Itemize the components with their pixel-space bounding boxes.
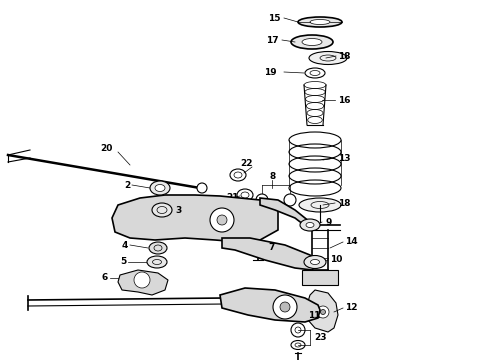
- Text: 14: 14: [345, 238, 358, 247]
- Circle shape: [291, 323, 305, 337]
- Text: 5: 5: [120, 257, 126, 266]
- Ellipse shape: [147, 256, 167, 268]
- Text: 12: 12: [345, 303, 358, 312]
- Text: 10: 10: [330, 256, 343, 265]
- Polygon shape: [220, 288, 320, 322]
- Circle shape: [197, 183, 207, 193]
- Circle shape: [284, 194, 296, 206]
- Text: 1: 1: [215, 224, 221, 233]
- Ellipse shape: [230, 169, 246, 181]
- Circle shape: [273, 295, 297, 319]
- Text: 18: 18: [338, 51, 350, 60]
- Text: 17: 17: [266, 36, 279, 45]
- Text: 18: 18: [338, 198, 350, 207]
- Text: 19: 19: [264, 68, 277, 77]
- Ellipse shape: [237, 189, 253, 201]
- Polygon shape: [112, 195, 278, 242]
- Circle shape: [320, 310, 325, 315]
- Circle shape: [317, 306, 329, 318]
- Ellipse shape: [310, 19, 330, 24]
- Polygon shape: [306, 290, 338, 332]
- Circle shape: [280, 302, 290, 312]
- Polygon shape: [260, 198, 310, 228]
- Text: 16: 16: [338, 95, 350, 104]
- Polygon shape: [118, 270, 168, 295]
- Text: 9: 9: [325, 217, 331, 226]
- Circle shape: [210, 208, 234, 232]
- Polygon shape: [302, 270, 338, 285]
- Circle shape: [217, 215, 227, 225]
- Circle shape: [134, 272, 150, 288]
- Ellipse shape: [291, 35, 333, 49]
- Ellipse shape: [152, 203, 172, 217]
- Ellipse shape: [305, 68, 325, 78]
- Ellipse shape: [155, 185, 165, 192]
- Text: 21: 21: [226, 193, 239, 202]
- Text: 11: 11: [308, 310, 320, 320]
- Text: 2: 2: [124, 180, 130, 189]
- Ellipse shape: [150, 181, 170, 195]
- Text: 22: 22: [240, 158, 252, 167]
- Text: 6: 6: [102, 274, 108, 283]
- Ellipse shape: [291, 341, 305, 350]
- Text: 23: 23: [314, 333, 326, 342]
- Ellipse shape: [311, 260, 319, 265]
- Text: 4: 4: [122, 240, 128, 249]
- Text: 8: 8: [270, 171, 276, 180]
- Ellipse shape: [299, 198, 341, 212]
- Ellipse shape: [302, 39, 322, 45]
- Circle shape: [256, 194, 268, 206]
- Ellipse shape: [309, 51, 347, 64]
- Text: 20: 20: [100, 144, 112, 153]
- Ellipse shape: [149, 242, 167, 254]
- Ellipse shape: [300, 219, 320, 231]
- Text: 13: 13: [338, 153, 350, 162]
- Ellipse shape: [304, 256, 326, 269]
- Text: 3: 3: [175, 206, 181, 215]
- Text: 7: 7: [268, 243, 274, 252]
- Ellipse shape: [298, 17, 342, 27]
- Ellipse shape: [306, 222, 314, 228]
- Polygon shape: [222, 238, 318, 270]
- Text: 15: 15: [268, 14, 280, 23]
